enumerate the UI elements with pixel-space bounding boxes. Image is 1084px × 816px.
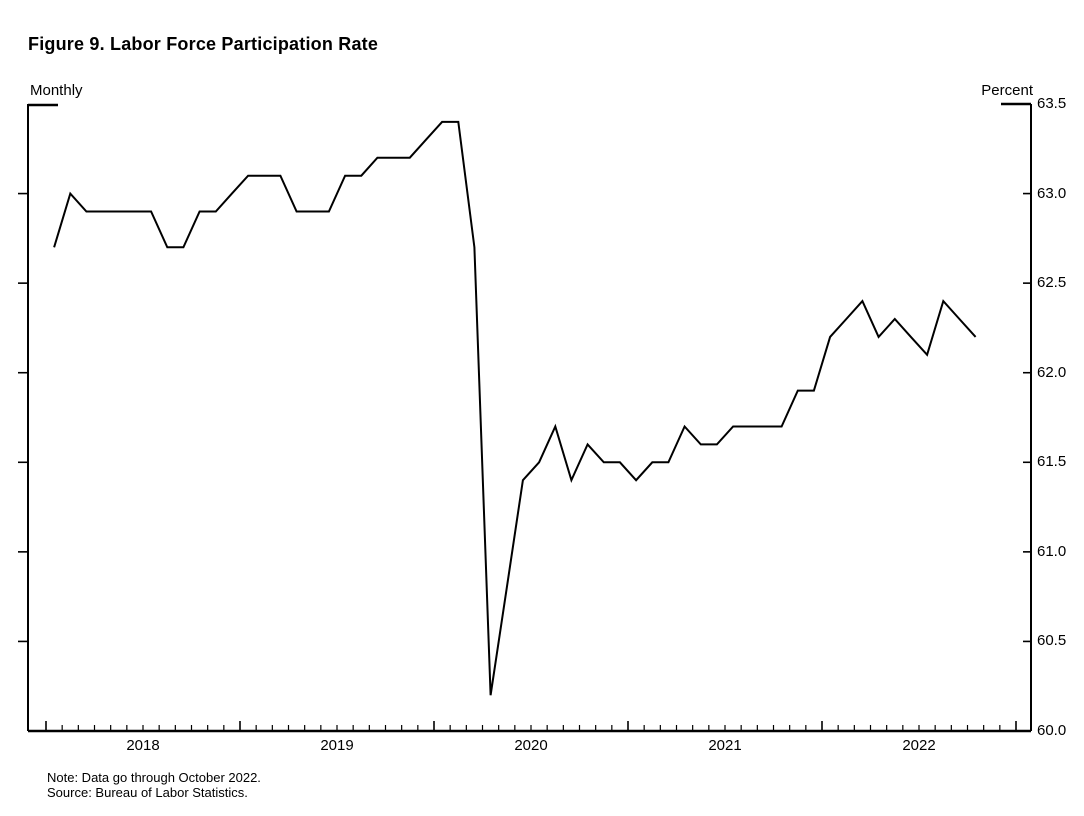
- x-tick-label: 2020: [514, 737, 548, 754]
- axis-ticks: [18, 192, 1031, 731]
- y-tick-label: 60.0: [1037, 722, 1067, 739]
- y-tick-label: 62.0: [1037, 363, 1067, 381]
- x-tick-label: 2021: [708, 737, 742, 754]
- y-tick-label: 60.5: [1037, 632, 1067, 650]
- y-tick-label: 63.0: [1037, 184, 1067, 202]
- note-text: Note: Data go through October 2022.: [47, 770, 261, 785]
- y-tick-label: 62.5: [1037, 274, 1067, 292]
- x-tick-label: 2018: [126, 737, 160, 754]
- x-tick-label: 2022: [902, 737, 936, 754]
- y-tick-label: 63.5: [1037, 95, 1067, 112]
- frequency-label: Monthly: [30, 82, 83, 99]
- x-tick-label: 2019: [320, 737, 354, 754]
- source-text: Source: Bureau of Labor Statistics.: [47, 784, 248, 800]
- y-tick-label: 61.5: [1037, 453, 1067, 471]
- y-tick-label: 61.0: [1037, 542, 1067, 560]
- lfpr-series-line: [53, 120, 977, 696]
- figure-title: Figure 9. Labor Force Participation Rate: [28, 34, 379, 54]
- unit-label: Percent: [981, 82, 1033, 99]
